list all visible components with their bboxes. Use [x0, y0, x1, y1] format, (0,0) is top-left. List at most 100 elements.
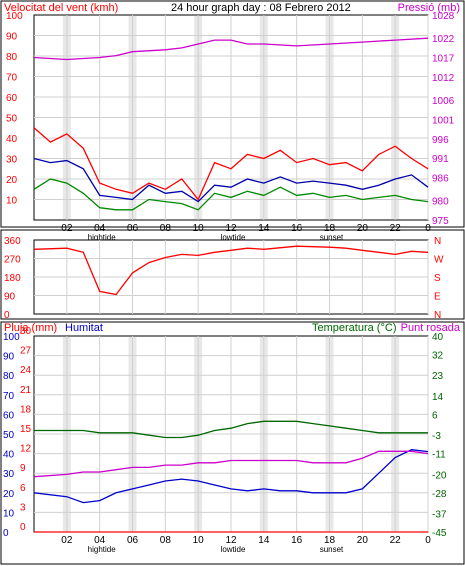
x-tick-label: 10 [193, 535, 205, 546]
humidity-title: Humitat [65, 322, 103, 334]
rain-tick-label: 15 [20, 424, 32, 435]
series-line-temperatura [34, 420, 428, 439]
y-tick-label-left: 360 [4, 236, 21, 247]
tide-sun-marker: hightide [88, 233, 117, 242]
y-tick-label-left: 90 [6, 32, 18, 43]
humidity-tick-label: 50 [3, 430, 15, 441]
x-tick-label: 22 [390, 223, 402, 234]
temperature-title: Temperatura (°C) [312, 322, 396, 334]
tide-sun-marker: sunset [320, 233, 344, 242]
series-line-pressi- [33, 37, 429, 61]
x-tick-label: 16 [291, 535, 303, 546]
series-line-punt-rosada [33, 450, 429, 478]
rain-tick-label: 3 [20, 502, 26, 513]
x-tick-label: 12 [225, 223, 237, 234]
y-tick-label-right: 14 [432, 392, 444, 403]
rain-tick-label: 6 [20, 483, 26, 494]
rain-tick-label: 9 [20, 463, 26, 474]
x-tick-label: 06 [127, 535, 139, 546]
rain-tick-label: 21 [20, 385, 32, 396]
rain-tick-label: 18 [20, 404, 32, 415]
y-tick-label-right: 40 [432, 332, 444, 343]
humidity-tick-label: 40 [3, 450, 15, 461]
x-tick-label: 04 [94, 535, 106, 546]
compass-label: S [434, 273, 441, 284]
y-tick-label-right: 1017 [432, 54, 455, 65]
x-tick-label: 06 [127, 223, 139, 234]
humidity-tick-label: 20 [3, 489, 15, 500]
x-tick-label: 20 [357, 535, 369, 546]
tide-sun-marker: lowtide [221, 545, 246, 554]
x-tick-label: 10 [193, 223, 205, 234]
x-tick-label: 0 [425, 223, 431, 234]
y-tick-label-right: 991 [432, 154, 449, 165]
y-tick-label-right: -11 [432, 450, 446, 461]
x-tick-label: 14 [258, 535, 270, 546]
y-tick-label-left: 180 [4, 273, 21, 284]
humidity-tick-label: 70 [3, 391, 15, 402]
y-tick-label-left: 30 [6, 155, 18, 166]
x-tick-label: 16 [291, 223, 303, 234]
y-tick-label-left: 100 [6, 11, 23, 22]
y-tick-label-right: -37 [432, 510, 447, 521]
pressure-title: Pressió (mb) [398, 2, 460, 14]
x-tick-label: 02 [61, 223, 73, 234]
y-tick-label-right: 32 [432, 350, 444, 361]
rain-tick-label: 24 [20, 365, 32, 376]
x-tick-label: 12 [225, 535, 237, 546]
y-tick-label-right: 1028 [432, 11, 455, 22]
y-tick-label-right: -3 [432, 431, 441, 442]
x-tick-label: 04 [94, 223, 106, 234]
y-tick-label-right: 980 [432, 197, 449, 208]
y-tick-label-right: 1012 [432, 73, 455, 84]
y-tick-label-left: 50 [6, 114, 18, 125]
compass-label: W [434, 255, 444, 266]
series-line-wind-direction [33, 245, 429, 296]
tide-sun-marker: sunset [320, 545, 344, 554]
x-tick-label: 0 [425, 535, 431, 546]
humidity-tick-label: 90 [3, 352, 15, 363]
x-tick-label: 18 [324, 535, 336, 546]
wind-speed-title: Velocitat del vent (kmh) [4, 2, 118, 14]
y-tick-label-right: 1022 [432, 34, 455, 45]
y-tick-label-right: 1006 [432, 96, 455, 107]
humidity-tick-label: 60 [3, 410, 15, 421]
humidity-tick-label: 0 [3, 528, 9, 539]
y-tick-label-right: 6 [432, 410, 438, 421]
series-line-ratxa [33, 178, 429, 211]
compass-label: E [434, 292, 441, 303]
y-tick-label-right: 996 [432, 135, 449, 146]
y-tick-label-right: 1001 [432, 115, 455, 126]
y-tick-label-right: -28 [432, 489, 447, 500]
y-tick-label-right: 986 [432, 173, 449, 184]
dewpoint-title: Punt rosada [401, 322, 461, 334]
compass-label: N [434, 236, 441, 247]
y-tick-label-left: 270 [4, 255, 21, 266]
y-tick-label-left: 10 [6, 196, 18, 207]
y-tick-label-right: 23 [432, 371, 444, 382]
tide-sun-marker: hightide [88, 545, 117, 554]
y-tick-label-right: 975 [432, 216, 449, 227]
y-tick-label-left: 60 [6, 93, 18, 104]
y-tick-label-left: 80 [6, 52, 18, 63]
humidity-tick-label: 30 [3, 469, 15, 480]
series-line-velocitat-del-vent [33, 127, 429, 201]
x-tick-label: 08 [160, 535, 172, 546]
panel-3-frame [0, 321, 465, 565]
y-tick-label-left: 70 [6, 73, 18, 84]
panel-2-frame [0, 229, 465, 320]
y-tick-label-right: -20 [432, 470, 447, 481]
panel-1-frame [0, 0, 465, 228]
x-tick-label: 18 [324, 223, 336, 234]
compass-label: N [434, 310, 441, 321]
y-tick-label-right: -45 [432, 528, 447, 539]
graph-title: 24 hour graph day : 08 Febrero 2012 [171, 2, 351, 14]
rain-title: Pluja (mm) [4, 322, 57, 334]
series-line-mitjana [33, 157, 429, 203]
rain-tick-label: 12 [20, 444, 32, 455]
x-tick-label: 20 [357, 223, 369, 234]
y-tick-label-left: 20 [6, 175, 18, 186]
humidity-tick-label: 100 [3, 332, 20, 343]
